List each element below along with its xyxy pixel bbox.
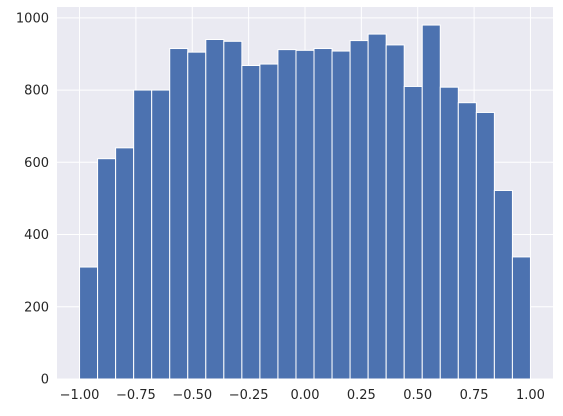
histogram-bar [475, 111, 495, 380]
y-axis-tick-labels: 0 200 400 600 800 1000 [16, 11, 49, 387]
x-tick-label: −0.25 [229, 388, 269, 403]
histogram-bar [385, 44, 405, 380]
histogram-bar [367, 33, 387, 380]
histogram-bar [277, 49, 297, 380]
x-tick-label: −0.50 [172, 388, 212, 403]
y-tick-label: 600 [24, 156, 49, 171]
x-tick-label: 1.00 [516, 388, 545, 403]
histogram-bar [493, 189, 513, 380]
histogram-bar [403, 85, 423, 380]
histogram-bar [295, 49, 315, 380]
histogram-bar [187, 51, 207, 380]
histogram-bar [97, 158, 117, 380]
histogram-bar [133, 89, 153, 380]
x-tick-label: −0.75 [116, 388, 156, 403]
histogram-bar [457, 102, 477, 380]
histogram-bar [223, 40, 243, 380]
histogram-bar [205, 39, 225, 380]
histogram-bar [331, 50, 351, 380]
histogram-bar [511, 256, 531, 380]
y-tick-label: 0 [41, 373, 49, 388]
x-axis-tick-labels: −1.00 −0.75 −0.50 −0.25 0.00 0.25 0.50 0.75 1.00 [60, 388, 545, 403]
y-tick-label: 800 [24, 84, 49, 99]
x-tick-label: 0.75 [460, 388, 489, 403]
histogram-bar [421, 24, 441, 380]
histogram-bar [151, 89, 171, 380]
x-tick-label: 0.50 [403, 388, 432, 403]
histogram-bar [259, 63, 279, 380]
x-tick-label: 0.25 [347, 388, 376, 403]
histogram-bar [241, 65, 261, 380]
histogram-bar [439, 86, 459, 380]
histogram-bar [79, 266, 99, 380]
histogram-bars [79, 24, 531, 380]
histogram-bar [169, 48, 189, 380]
histogram-bar [313, 48, 333, 380]
histogram-bar [115, 147, 135, 380]
x-tick-label: 0.00 [291, 388, 320, 403]
y-tick-label: 200 [24, 300, 49, 315]
y-tick-label: 400 [24, 228, 49, 243]
x-tick-label: −1.00 [60, 388, 100, 403]
histogram-bar [349, 40, 369, 380]
y-tick-label: 1000 [16, 11, 49, 26]
